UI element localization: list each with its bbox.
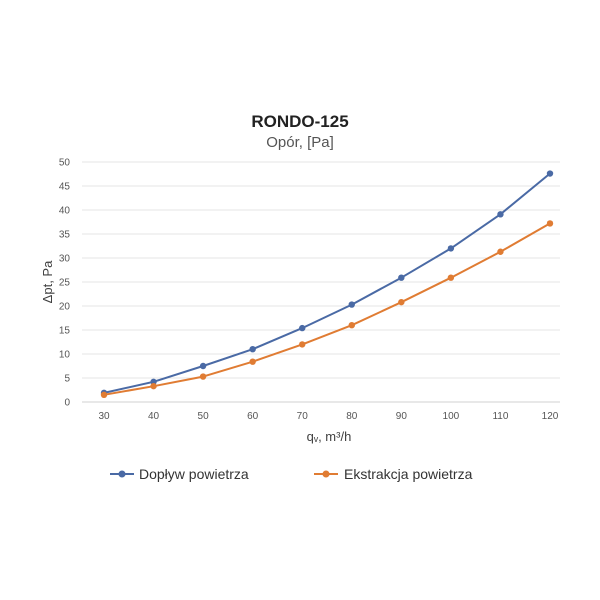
legend: Dopływ powietrza Ekstrakcja powietrza — [110, 466, 473, 482]
x-tick-label: 90 — [396, 411, 408, 422]
x-tick-label: 30 — [98, 411, 110, 422]
y-tick-label: 30 — [59, 254, 71, 265]
legend-label-supply: Dopływ powietrza — [139, 466, 249, 482]
legend-marker-extract — [322, 470, 330, 478]
data-point-extract — [100, 391, 108, 398]
legend-marker-supply — [118, 470, 126, 478]
data-point-supply — [447, 245, 455, 252]
chart-title: RONDO-125 — [251, 112, 349, 131]
data-point-extract — [249, 358, 256, 365]
data-point-supply — [199, 362, 207, 370]
y-tick-label: 20 — [59, 302, 71, 313]
x-tick-labels: 30 40 50 60 70 80 90 100 110 120 — [98, 411, 558, 422]
data-point-extract — [299, 341, 306, 348]
x-axis-label: qᵥ, m³/h — [307, 429, 352, 444]
series-line-extract — [103, 222, 551, 396]
data-point-extract — [447, 274, 455, 281]
x-tick-label: 100 — [443, 411, 460, 422]
data-point-extract — [348, 322, 355, 329]
y-tick-labels: 0 5 10 15 20 25 30 35 40 45 50 — [59, 158, 71, 409]
legend-item-supply: Dopływ powietrza — [110, 466, 249, 482]
x-tick-label: 40 — [148, 411, 160, 422]
y-tick-label: 0 — [64, 398, 70, 409]
y-axis-label: Δpt, Pa — [40, 260, 55, 303]
data-point-extract — [546, 220, 554, 227]
x-tick-label: 70 — [297, 411, 309, 422]
series-line-supply — [103, 172, 551, 394]
x-tick-label: 110 — [492, 411, 508, 422]
x-tick-label: 80 — [346, 411, 358, 422]
y-tick-label: 45 — [59, 182, 71, 193]
data-point-supply — [546, 170, 554, 177]
y-tick-label: 50 — [59, 158, 71, 169]
y-tick-label: 25 — [59, 278, 71, 289]
y-tick-label: 15 — [59, 326, 71, 337]
data-point-extract — [150, 382, 157, 390]
data-point-supply — [249, 346, 256, 353]
y-tick-label: 10 — [59, 350, 71, 361]
data-point-extract — [199, 373, 207, 380]
data-point-supply — [398, 274, 405, 281]
series-lines — [100, 170, 554, 398]
x-tick-label: 120 — [542, 411, 559, 422]
gridlines — [82, 161, 560, 403]
y-tick-label: 5 — [64, 374, 70, 385]
legend-item-extract: Ekstrakcja powietrza — [314, 466, 473, 482]
legend-label-extract: Ekstrakcja powietrza — [344, 466, 473, 482]
data-point-extract — [497, 248, 504, 255]
y-tick-label: 35 — [59, 230, 71, 241]
data-point-supply — [348, 301, 355, 308]
chart-subtitle: Opór, [Pa] — [266, 134, 334, 151]
y-tick-label: 40 — [59, 206, 71, 217]
data-point-supply — [497, 211, 504, 218]
x-tick-label: 50 — [198, 411, 210, 422]
data-point-supply — [299, 324, 306, 332]
data-point-extract — [398, 298, 405, 306]
x-tick-label: 60 — [247, 411, 259, 422]
